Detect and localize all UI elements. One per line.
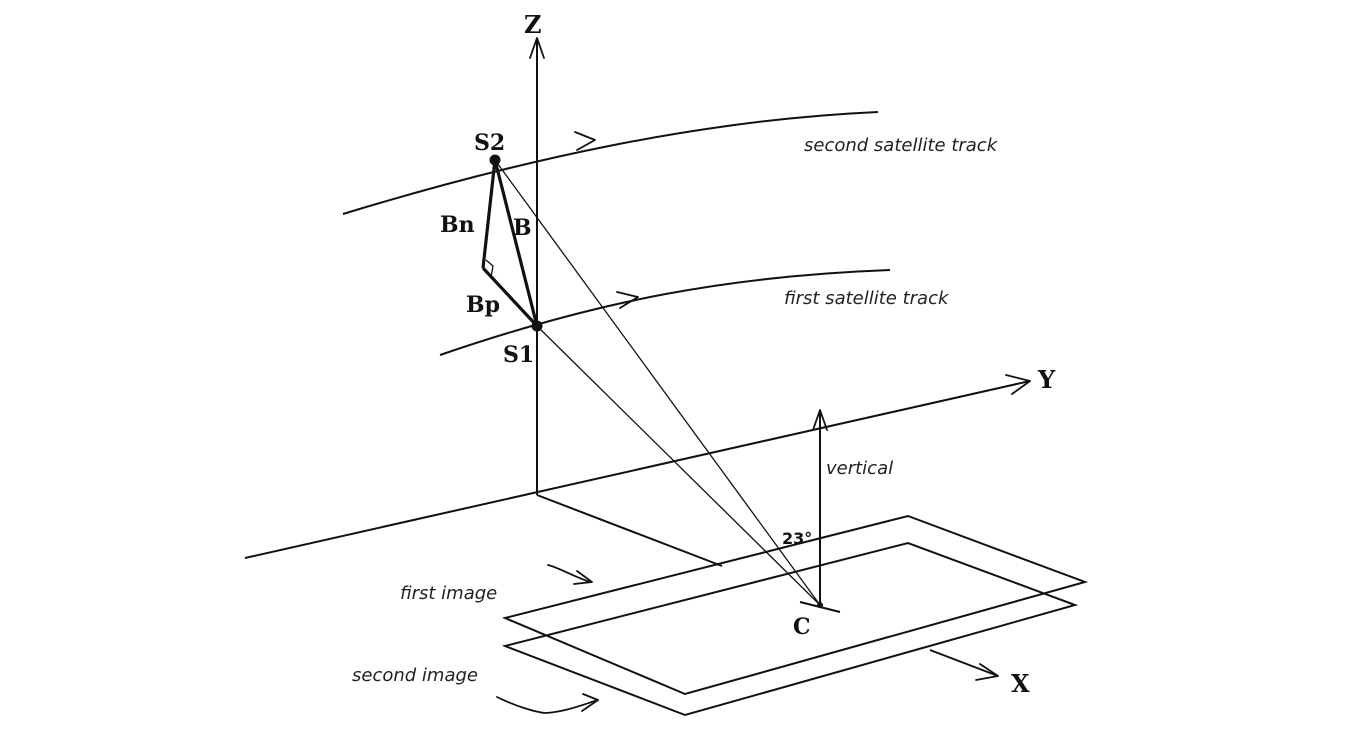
- baseline-bn: [481, 159, 497, 269]
- x-axis-label: X: [1011, 669, 1030, 698]
- z-axis: Z: [524, 10, 545, 495]
- bn-label: Bn: [440, 212, 475, 238]
- angle-label: 23°: [782, 529, 812, 548]
- x-axis: X: [929, 649, 1030, 698]
- line-of-sight-rays: [494, 159, 821, 606]
- second-satellite-track: second satellite track: [342, 111, 999, 215]
- right-angle-marker: [485, 259, 494, 278]
- second-image-pointer: second image: [352, 665, 599, 714]
- second-image-rect: [501, 541, 1079, 717]
- baseline-bp: [481, 266, 539, 328]
- bp-label: Bp: [466, 292, 500, 318]
- first-image-label: first image: [400, 583, 497, 604]
- first-image-rect: [501, 514, 1089, 696]
- baseline-triangle: [481, 159, 539, 328]
- point-c: [817, 602, 823, 608]
- s1-label: S1: [503, 342, 534, 368]
- y-axis: Y: [244, 365, 1056, 559]
- c-label: C: [793, 614, 811, 640]
- s2-label: S2: [474, 130, 505, 156]
- point-s2: [489, 154, 501, 166]
- z-axis-label: Z: [524, 10, 542, 39]
- second-image-label: second image: [352, 665, 478, 686]
- first-track-label: first satellite track: [784, 288, 950, 309]
- vertical-label: vertical: [826, 458, 893, 479]
- b-label: B: [513, 215, 532, 241]
- point-s1: [531, 320, 543, 332]
- second-track-label: second satellite track: [804, 135, 999, 156]
- first-image-pointer: first image: [400, 564, 593, 604]
- first-satellite-track: first satellite track: [439, 269, 950, 356]
- baseline-b: [493, 159, 539, 327]
- y-axis-label: Y: [1037, 365, 1056, 394]
- vertical-arrow: vertical: [799, 409, 893, 613]
- ground-projection-line: [536, 494, 723, 567]
